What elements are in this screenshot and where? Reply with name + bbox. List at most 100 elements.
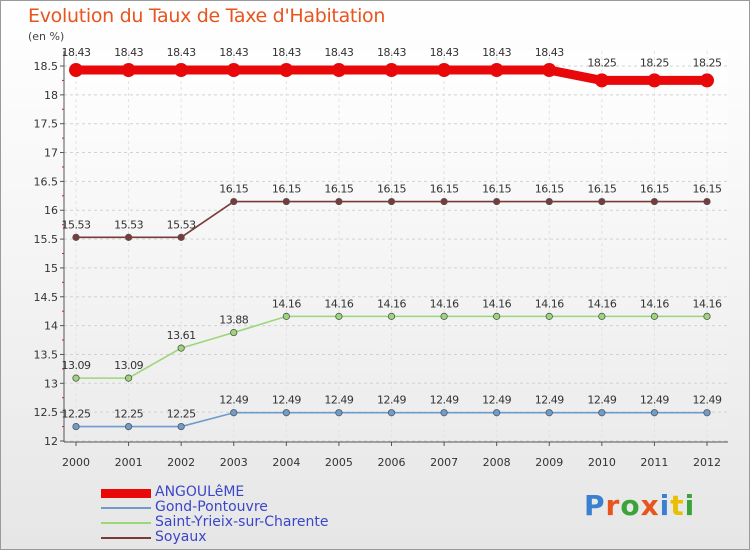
data-label: 12.49 [324,394,353,407]
data-label: 14.16 [377,297,406,310]
data-label: 16.15 [640,183,669,196]
legend-item: Saint-Yrieix-sur-Charente [101,514,401,530]
data-point [650,409,659,417]
legend-swatch [101,507,151,509]
legend-swatch [101,488,151,498]
data-point [440,409,448,417]
data-label: 12.49 [430,394,459,407]
y-tick-label: 18 [44,89,58,102]
data-point [650,197,659,206]
data-label: 18.25 [640,56,669,69]
data-point [545,312,553,320]
data-label: 14.16 [693,297,722,310]
data-point [437,63,452,78]
data-point [594,73,609,88]
data-point [72,422,80,431]
y-tick-label: 18.5 [34,60,59,73]
x-tick-label: 2001 [115,456,143,469]
x-tick-label: 2007 [430,456,458,469]
data-point [230,409,238,417]
data-label: 18.43 [62,46,91,59]
data-point [331,63,346,78]
data-label: 12.49 [377,394,406,407]
data-label: 15.53 [114,218,143,231]
x-tick-label: 2008 [483,456,511,469]
data-point [647,73,662,88]
data-point [335,312,343,320]
data-label: 18.43 [324,46,353,59]
data-point [493,197,501,206]
y-tick-label: 14.5 [34,291,59,304]
y-tick-label: 15.5 [34,233,59,246]
data-point [124,374,133,382]
data-label: 16.15 [430,183,459,196]
x-tick-label: 2003 [220,456,248,469]
data-label: 18.43 [430,46,459,59]
legend-label: Gond-Pontouvre [155,499,268,515]
data-label: 16.15 [482,183,511,196]
data-label: 13.88 [219,314,248,327]
data-label: 18.25 [587,56,616,69]
data-point [124,422,133,431]
logo-letter: r [605,489,621,522]
data-label: 16.15 [587,183,616,196]
x-tick-label: 2006 [378,456,406,469]
data-label: 14.16 [640,297,669,310]
data-label: 18.43 [167,46,196,59]
data-label: 12.49 [482,394,511,407]
data-point [598,409,606,417]
chart-title: Evolution du Taux de Taxe d'Habitation [28,5,386,27]
logo-letter: i [684,489,696,522]
data-label: 16.15 [219,183,248,196]
data-point [545,409,553,417]
data-label: 16.15 [272,183,301,196]
x-tick-label: 2000 [62,456,90,469]
y-tick-label: 16.5 [34,175,59,188]
y-tick-label: 12 [44,435,58,448]
data-label: 14.16 [535,297,564,310]
legend-swatch [101,537,151,539]
data-label: 12.25 [167,408,196,421]
data-point [440,312,448,320]
data-label: 14.16 [272,297,301,310]
y-tick-label: 15 [44,262,58,275]
data-label: 18.43 [482,46,511,59]
data-point [387,409,396,417]
x-tick-label: 2009 [535,456,563,469]
data-label: 15.53 [62,218,91,231]
data-point [335,409,343,417]
data-point [598,312,606,320]
data-point [387,312,396,320]
legend-item: ANGOULêME [101,484,401,500]
data-point [493,409,501,417]
data-point [440,197,448,206]
y-tick-label: 17 [44,147,58,160]
data-label: 15.53 [167,218,196,231]
x-tick-label: 2010 [588,456,616,469]
logo-letter: o [620,489,641,522]
data-label: 13.09 [62,359,91,372]
legend-label: Saint-Yrieix-sur-Charente [155,514,329,530]
data-point [703,197,711,206]
data-point [124,233,133,241]
data-point [177,233,185,241]
legend-label: ANGOULêME [155,484,245,500]
data-label: 13.61 [167,329,196,342]
proxiti-logo: Proxiti [584,489,695,522]
y-tick-label: 14 [44,320,58,333]
data-label: 18.43 [219,46,248,59]
x-tick-label: 2005 [325,456,353,469]
logo-letter: t [670,489,685,522]
data-point [226,63,241,78]
data-label: 12.49 [535,394,564,407]
data-point [230,328,238,337]
data-label: 16.15 [693,183,722,196]
data-point [72,374,80,382]
y-tick-label: 13.5 [34,348,59,361]
x-tick-label: 2012 [693,456,721,469]
data-label: 12.49 [693,394,722,407]
data-point [703,312,711,320]
data-point [177,344,185,352]
y-tick-label: 12.5 [34,406,59,419]
